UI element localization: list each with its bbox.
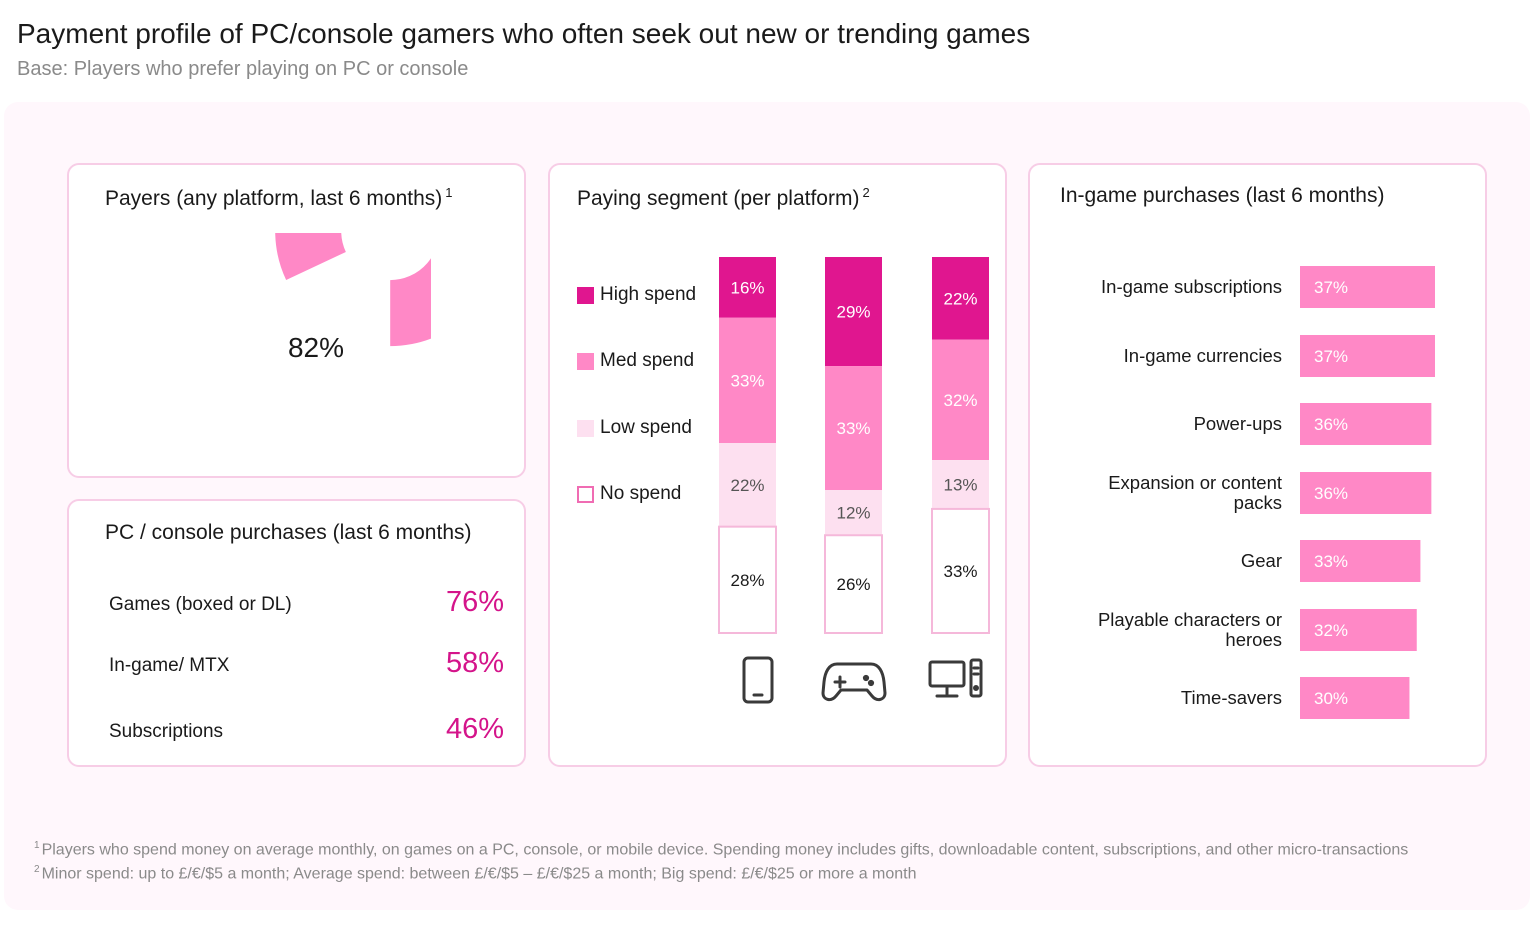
donut-track — [202, 234, 430, 462]
mobile-icon — [742, 656, 774, 704]
hbar-category-label: In-game subscriptions — [1101, 276, 1282, 297]
donut-center-label: 82% — [288, 332, 344, 363]
payers-title-text: Payers (any platform, last 6 months) — [105, 187, 443, 210]
legend-swatch-none — [577, 486, 594, 503]
hbar-category-label: Playable characters or — [1098, 609, 1282, 630]
bar-segment-med-spend — [825, 366, 882, 491]
in-game-purchases-card: In-game purchases (last 6 months) 37% In-… — [1028, 163, 1487, 767]
bar-data-label: 32% — [943, 391, 977, 410]
hbar — [1300, 472, 1432, 514]
legend-label: Low spend — [600, 417, 692, 438]
footnote-1-mark: 1 — [34, 840, 40, 851]
bar-data-label: 33% — [836, 419, 870, 438]
bar-segment-high-spend — [825, 257, 882, 367]
bar-data-label: 29% — [836, 303, 870, 322]
bar-data-label: 33% — [943, 562, 977, 581]
bar-segment-low-spend — [719, 443, 776, 527]
footnote-marker-2: 2 — [862, 185, 870, 200]
hbar — [1300, 335, 1435, 377]
pc-row-value: 46% — [445, 713, 504, 745]
hbar-category-label: Gear — [1241, 550, 1282, 571]
bar-data-label: 28% — [730, 571, 764, 590]
pc-row-value: 76% — [445, 586, 504, 618]
bar-segment-no-spend — [824, 534, 883, 634]
bar-segment-high-spend — [719, 257, 776, 318]
bar-data-label: 13% — [943, 475, 977, 494]
hbar — [1300, 609, 1417, 651]
segment-stacked-chart: 16% 33% 22% 28% 29% 33% 12% 26% 22% 32% 13% 33% — [718, 257, 990, 704]
desktop-pc-icon — [928, 658, 983, 698]
hbar-data-label: 30% — [1314, 689, 1348, 708]
hbar-data-label: 37% — [1314, 347, 1348, 366]
page-subtitle: Base: Players who prefer playing on PC o… — [17, 58, 469, 80]
legend-swatch-med — [577, 353, 594, 370]
segment-title-text: Paying segment (per platform) — [577, 187, 860, 210]
hbar-category-label: Expansion or content — [1108, 472, 1282, 493]
bar-data-label: 22% — [943, 289, 977, 308]
pc-row-value: 58% — [445, 647, 504, 679]
segment-card-title: Paying segment (per platform) 2 — [577, 185, 870, 211]
hbar-data-label: 36% — [1314, 484, 1348, 503]
hbar-data-label: 37% — [1314, 278, 1348, 297]
bar-segment-low-spend — [932, 460, 989, 509]
bar-data-label: 12% — [836, 504, 870, 523]
bar-segment-no-spend — [718, 525, 777, 634]
page-title: Payment profile of PC/console gamers who… — [17, 18, 1031, 49]
footnote-1-text: Players who spend money on average month… — [41, 841, 1409, 859]
pc-console-purchases-card: PC / console purchases (last 6 months) G… — [67, 499, 526, 767]
bar-segment-low-spend — [825, 490, 882, 536]
pc-row-subscriptions: Subscriptions 46% — [109, 711, 504, 751]
legend-swatch-high — [577, 287, 594, 304]
pc-row-label: Subscriptions — [109, 721, 224, 742]
in-game-bar-chart: 37% In-game subscriptions 37% In-game curre… — [1098, 266, 1435, 719]
hbar — [1300, 540, 1421, 582]
legend-label: High spend — [600, 284, 697, 305]
hbar-category-label: heroes — [1225, 629, 1282, 650]
pc-row-mtx: In-game/ MTX 58% — [109, 645, 504, 685]
payers-donut-chart: 82% — [202, 233, 431, 462]
pc-card-title: PC / console purchases (last 6 months) — [105, 521, 472, 544]
bar-data-label: 33% — [730, 371, 764, 390]
paying-segment-card: Paying segment (per platform) 2 High spen… — [548, 163, 1007, 767]
hbar-category-label: In-game currencies — [1124, 345, 1282, 366]
bar-segment-med-spend — [719, 317, 776, 444]
bar-segment-med-spend — [932, 339, 989, 461]
payers-card-title: Payers (any platform, last 6 months) 1 — [105, 185, 453, 211]
hbar — [1300, 403, 1432, 445]
ingame-card-title: In-game purchases (last 6 months) — [1060, 184, 1385, 207]
hbar — [1300, 677, 1410, 719]
bar-data-label: 16% — [730, 278, 764, 297]
bar-segment-no-spend — [931, 507, 990, 635]
legend-label: Med spend — [600, 350, 695, 371]
hbar — [1300, 266, 1435, 308]
legend-swatch-low — [577, 420, 594, 437]
hbar-category-label: packs — [1234, 492, 1282, 513]
footnote-1: 1 Players who spend money on average mont… — [34, 836, 1494, 860]
hbar-data-label: 32% — [1314, 621, 1348, 640]
hbar-data-label: 33% — [1314, 552, 1348, 571]
bar-data-label: 22% — [730, 476, 764, 495]
bar-segment-high-spend — [932, 257, 989, 340]
footnote-2-text: Minor spend: up to £/€/$5 a month; Avera… — [41, 865, 917, 883]
bar-data-label: 26% — [836, 575, 870, 594]
gamepad-icon — [821, 662, 887, 702]
pc-row-games: Games (boxed or DL) 76% — [109, 584, 504, 624]
footnote-2: 2 Minor spend: up to £/€/$5 a month; Aver… — [34, 860, 1494, 884]
pc-row-label: Games (boxed or DL) — [109, 594, 292, 615]
hbar-category-label: Power-ups — [1194, 413, 1282, 434]
footnotes: 1 Players who spend money on average mont… — [34, 836, 1494, 885]
footnote-marker-1: 1 — [445, 185, 453, 200]
footnote-2-mark: 2 — [34, 864, 40, 876]
payers-card: Payers (any platform, last 6 months) 1 82… — [67, 163, 526, 478]
legend-label: No spend — [600, 483, 682, 504]
hbar-data-label: 36% — [1314, 415, 1348, 434]
hbar-category-label: Time-savers — [1181, 687, 1282, 708]
pc-row-label: In-game/ MTX — [109, 655, 230, 676]
